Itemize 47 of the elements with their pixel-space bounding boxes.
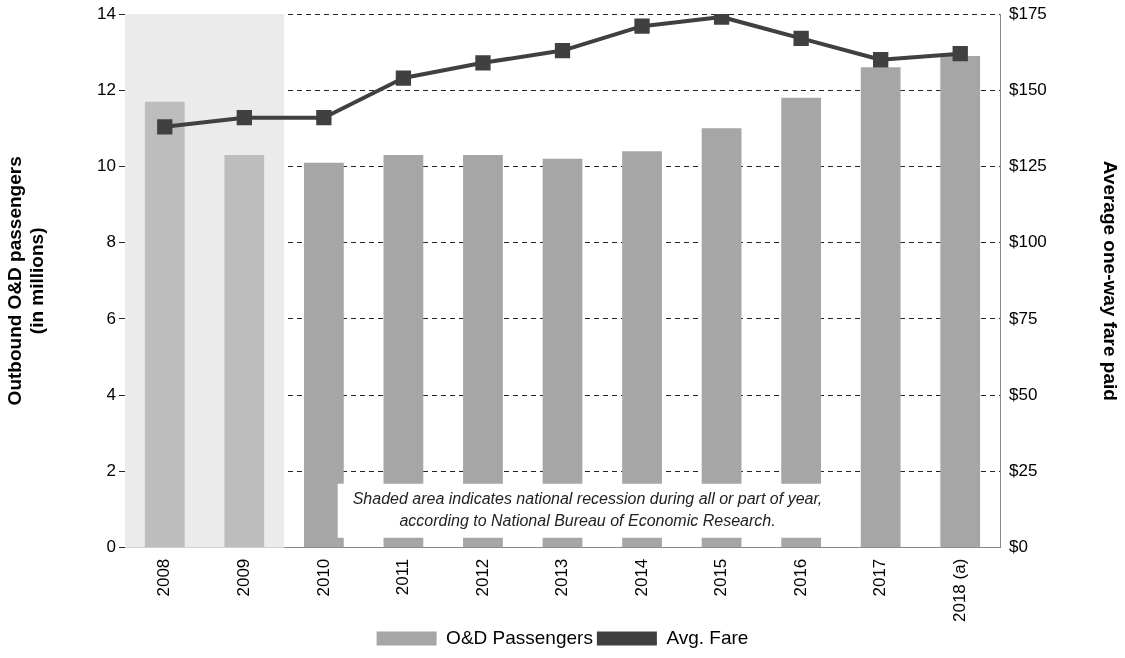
y2-tick-label: $150 xyxy=(1009,79,1047,99)
point xyxy=(634,18,650,34)
annotation: Shaded area indicates national recession during all or part of year, according to National Bureau of Economic Research. xyxy=(352,490,823,530)
bar xyxy=(860,67,901,548)
y-tick-label: 4 xyxy=(106,384,116,404)
y-tick-label: 2 xyxy=(106,461,116,481)
point xyxy=(316,110,332,126)
x-tick-label: 2011 xyxy=(393,558,413,596)
y2-tick-label: $50 xyxy=(1009,384,1038,404)
point xyxy=(873,52,889,68)
x-tick-label: 2017 xyxy=(870,558,890,597)
y-tick-label: 0 xyxy=(106,537,116,557)
bar xyxy=(303,162,344,548)
x-tick-label: 2010 xyxy=(313,558,333,597)
y-tick-label: 8 xyxy=(106,232,116,252)
point xyxy=(952,45,968,62)
bar xyxy=(224,155,265,548)
y-tick-label: 12 xyxy=(97,79,116,99)
point xyxy=(793,30,809,47)
y2-tick-label: $25 xyxy=(1009,461,1038,481)
y2-tick-label: $100 xyxy=(1009,232,1047,252)
y2-tick-label: $0 xyxy=(1009,537,1028,557)
bar xyxy=(940,55,981,548)
x-tick-label: 2018 (a) xyxy=(949,558,969,623)
x-tick-label: 2013 xyxy=(552,558,572,597)
x-tick-label: 2009 xyxy=(234,558,254,597)
x-tick-label: 2014 xyxy=(631,558,651,597)
y2-tick-label: $125 xyxy=(1009,156,1047,176)
y-axis-title: Outbound O&D passengers (in millions) xyxy=(3,156,48,406)
x-tick-label: 2016 xyxy=(790,558,810,597)
point xyxy=(236,110,252,126)
bar xyxy=(144,101,185,548)
legend-label: Avg. Fare xyxy=(666,626,749,648)
y2-axis-title: Average one-way fare paid xyxy=(1100,160,1122,401)
y-tick-label: 6 xyxy=(106,308,116,328)
point xyxy=(554,42,571,59)
x-tick-label: 2012 xyxy=(472,558,492,597)
legend-label: O&D Passengers xyxy=(446,626,593,648)
point xyxy=(157,119,173,135)
x-tick-label: 2015 xyxy=(711,558,731,597)
y2-tick-label: $175 xyxy=(1009,3,1047,23)
point xyxy=(475,55,491,71)
x-tick-label: 2008 xyxy=(154,558,174,597)
y-tick-label: 14 xyxy=(97,3,116,23)
point xyxy=(395,70,412,86)
y2-tick-label: $75 xyxy=(1009,308,1038,328)
y-tick-label: 10 xyxy=(97,156,116,176)
